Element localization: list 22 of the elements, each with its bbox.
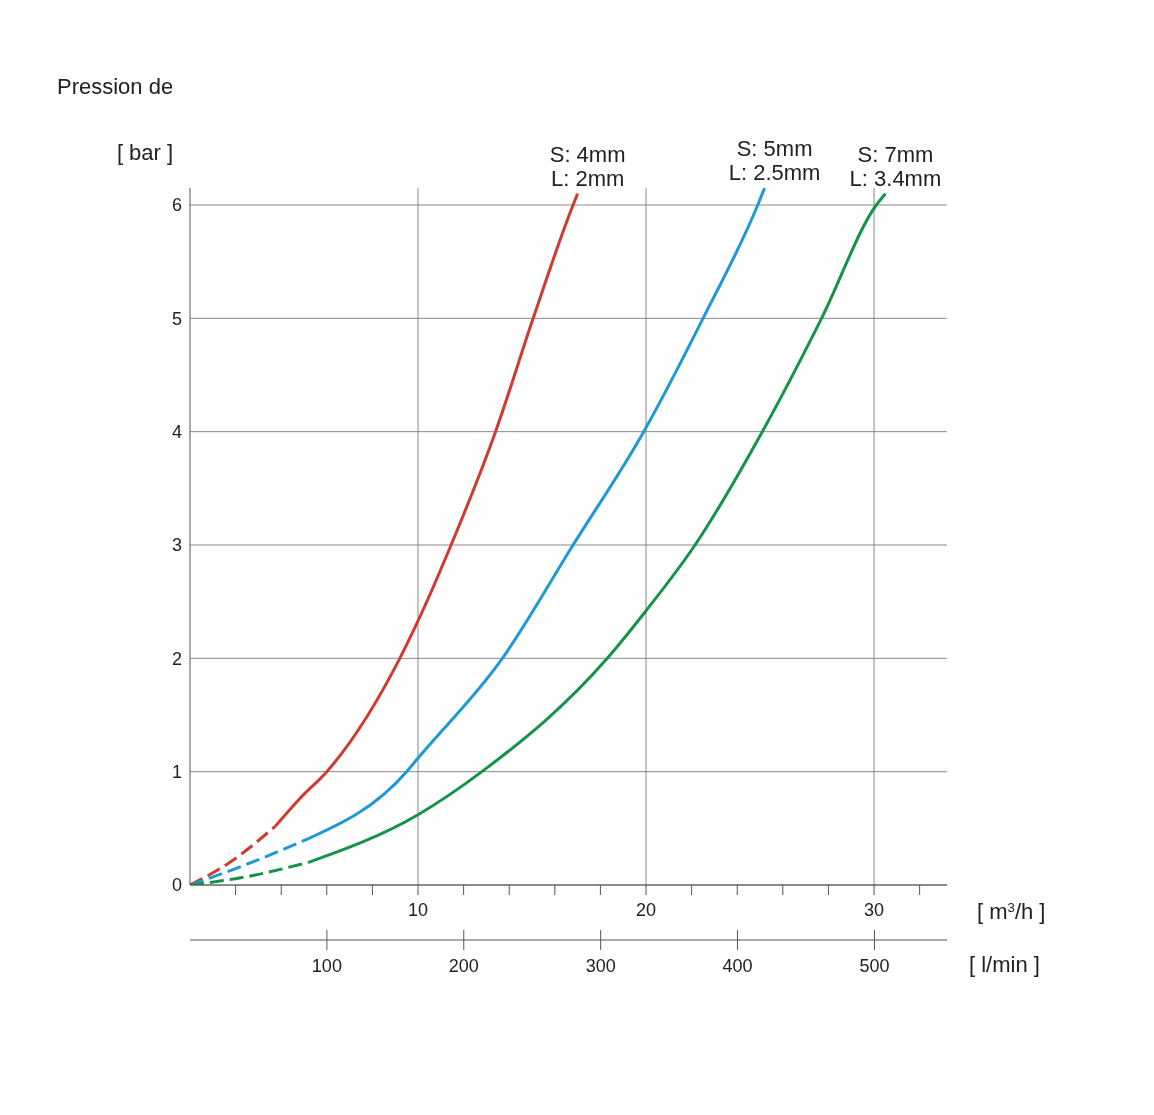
x2-axis-title: [ l/min ] [969, 952, 1040, 977]
x2-tick-label: 400 [722, 956, 753, 976]
y-tick-label: 4 [171, 422, 182, 443]
series-label: S: 4mm L: 2mm [549, 141, 626, 191]
x2-tick-label: 100 [311, 956, 342, 976]
y-tick-label: 6 [171, 195, 182, 216]
x-tick-label: 10 [408, 899, 429, 920]
series-label: S: 7mm L: 3.4mm [849, 141, 942, 191]
x-axis-title: [ m$^{3}$/h ] [977, 899, 1046, 924]
chart-title: Pression de [57, 74, 174, 100]
x2-tick-label: 200 [448, 956, 479, 976]
y-axis-title: [ bar ] [116, 140, 174, 165]
x2-tick-label: 300 [585, 956, 616, 976]
x-tick-label: 30 [864, 899, 885, 920]
x-tick-label: 20 [636, 899, 657, 920]
y-tick-label: 0 [171, 875, 182, 896]
y-tick-label: 1 [171, 762, 182, 783]
y-tick-label: 5 [171, 308, 182, 329]
y-tick-label: 3 [171, 535, 182, 556]
series-label: S: 5mm L: 2.5mm [728, 136, 821, 185]
y-tick-label: 2 [171, 648, 182, 669]
x2-tick-label: 500 [859, 956, 890, 976]
